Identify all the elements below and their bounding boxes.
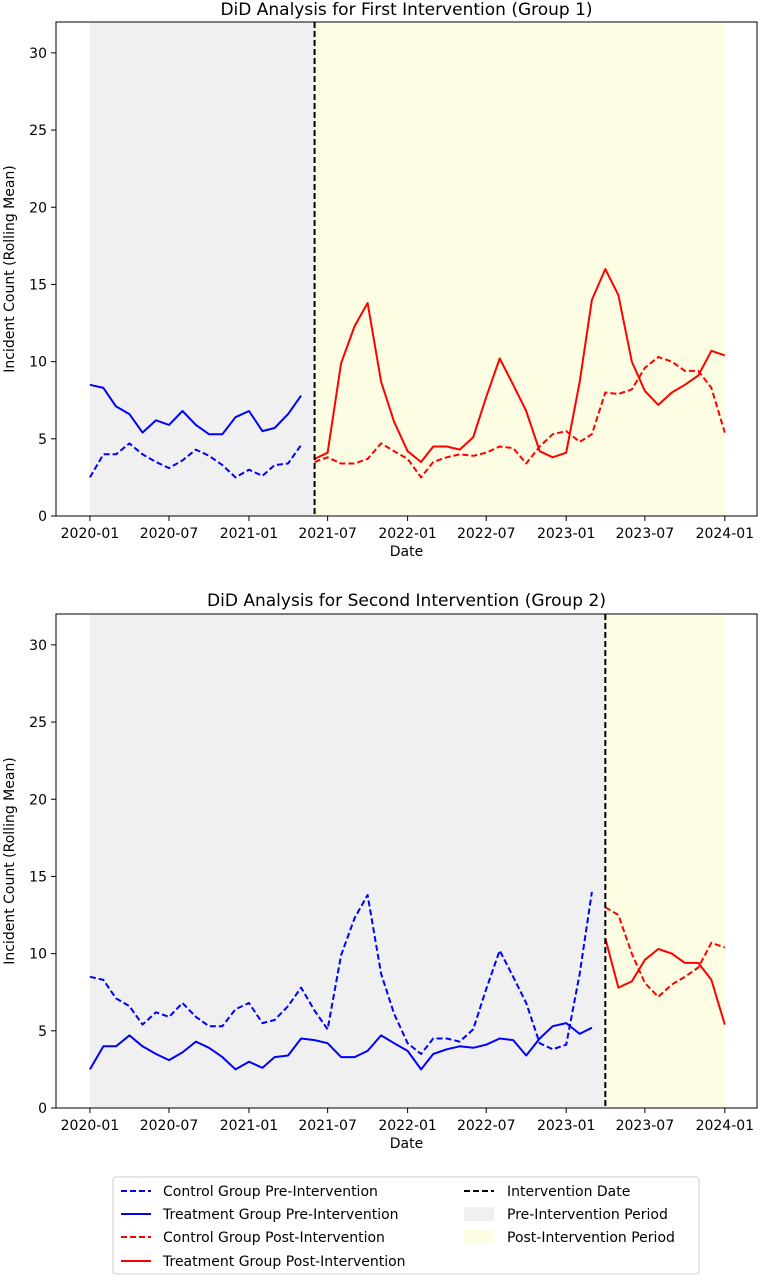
legend-label-post-period: Post-Intervention Period <box>507 1230 675 1246</box>
x-tick-label: 2022-01 <box>378 1118 437 1134</box>
y-tick-label: 15 <box>29 869 47 885</box>
legend-label-treatment-pre: Treatment Group Pre-Intervention <box>162 1207 399 1223</box>
x-tick-label: 2021-01 <box>220 526 279 542</box>
legend-label-pre-period: Pre-Intervention Period <box>507 1207 668 1223</box>
post-period-shading <box>605 614 725 1108</box>
y-tick-label: 25 <box>29 715 47 731</box>
x-tick-label: 2021-01 <box>220 1118 279 1134</box>
post-period-shading <box>314 22 725 516</box>
y-axis-label: Incident Count (Rolling Mean) <box>2 757 18 965</box>
x-tick-label: 2024-01 <box>696 1118 755 1134</box>
legend-label-control-pre: Control Group Pre-Intervention <box>163 1184 378 1200</box>
chart-title: DiD Analysis for Second Intervention (Gr… <box>207 591 606 611</box>
plot-frame <box>55 21 758 517</box>
y-tick-label: 20 <box>29 792 47 808</box>
y-tick-label: 0 <box>38 1101 47 1117</box>
y-tick-label: 0 <box>38 509 47 525</box>
series-control-post <box>604 906 726 998</box>
series-control-pre <box>89 442 302 479</box>
x-tick-label: 2020-07 <box>140 1118 199 1134</box>
x-tick-label: 2020-01 <box>61 1118 120 1134</box>
x-axis-label: Date <box>390 544 423 560</box>
legend-label-intervention: Intervention Date <box>507 1184 630 1200</box>
legend-label-control-post: Control Group Post-Intervention <box>163 1230 385 1246</box>
panel-second-intervention: 0 5 10 15 20 25 30 2020-01 2020-07 2021-01 2021-07… <box>2 591 758 1152</box>
y-tick-label: 30 <box>29 638 47 654</box>
legend: Control Group Pre-Intervention Treatment… <box>112 1176 700 1275</box>
series-control-pre <box>89 891 593 1055</box>
x-tick-label: 2020-07 <box>140 526 199 542</box>
x-tick-label: 2022-01 <box>378 526 437 542</box>
x-tick-label: 2022-07 <box>457 526 516 542</box>
plot-frame <box>55 613 758 1109</box>
series-treatment-post <box>314 268 726 463</box>
x-tick-label: 2021-07 <box>298 1118 357 1134</box>
legend-swatch-post-period <box>464 1230 494 1244</box>
x-tick-label: 2022-07 <box>457 1118 516 1134</box>
x-tick-label: 2020-01 <box>61 526 120 542</box>
y-tick-label: 10 <box>29 947 47 963</box>
legend-frame <box>112 1176 700 1275</box>
x-tick-label: 2024-01 <box>696 526 755 542</box>
legend-swatch-pre-period <box>464 1207 494 1221</box>
y-tick-label: 15 <box>29 277 47 293</box>
legend-label-treatment-post: Treatment Group Post-Intervention <box>162 1254 406 1270</box>
y-axis-label: Incident Count (Rolling Mean) <box>2 165 18 373</box>
series-treatment-post <box>604 937 726 1025</box>
x-tick-label: 2021-07 <box>298 526 357 542</box>
series-treatment-pre <box>89 1022 593 1071</box>
x-tick-label: 2023-01 <box>537 526 596 542</box>
panel-first-intervention: 0 5 10 15 20 25 30 2020-01 2020-07 2021-01 2021-07… <box>2 0 758 560</box>
y-tick-label: 5 <box>38 1024 47 1040</box>
x-tick-label: 2023-01 <box>537 1118 596 1134</box>
x-tick-label: 2023-07 <box>616 526 675 542</box>
series-treatment-pre <box>89 383 302 436</box>
y-tick-label: 10 <box>29 355 47 371</box>
x-axis-label: Date <box>390 1136 423 1152</box>
y-tick-label: 20 <box>29 200 47 216</box>
chart-title: DiD Analysis for First Intervention (Gro… <box>220 0 592 20</box>
x-tick-label: 2023-07 <box>616 1118 675 1134</box>
y-tick-label: 25 <box>29 123 47 139</box>
y-tick-label: 5 <box>38 432 47 448</box>
pre-period-shading <box>89 614 606 1108</box>
y-tick-label: 30 <box>29 46 47 62</box>
pre-period-shading <box>89 22 315 516</box>
